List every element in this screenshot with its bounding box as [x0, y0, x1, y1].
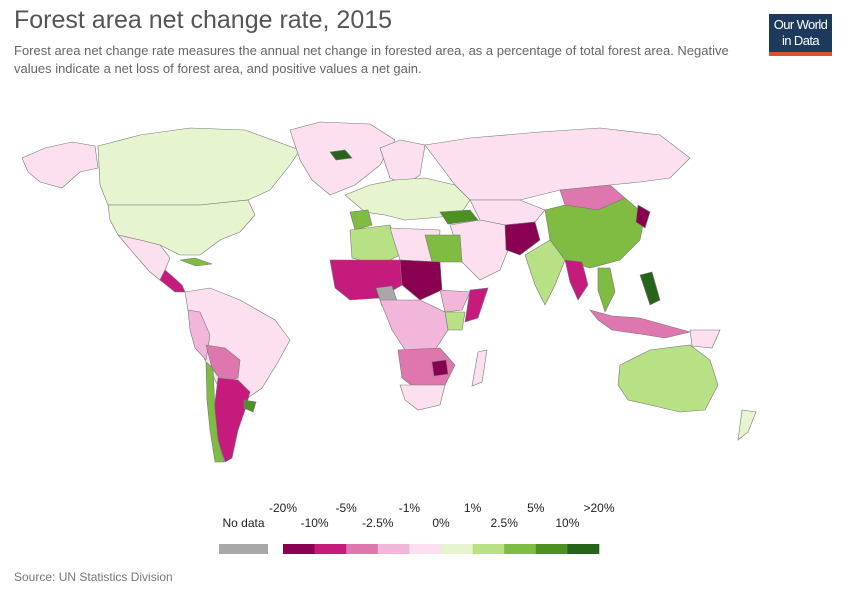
country-indonesia[interactable] — [589, 309, 692, 339]
country-layer — [21, 121, 757, 463]
country-canada[interactable] — [97, 127, 301, 206]
legend-swatch-1 — [314, 544, 347, 554]
country-north-korea[interactable] — [635, 204, 651, 229]
legend-lower-tick: 0% — [432, 516, 450, 530]
logo-line-2: in Data — [782, 33, 820, 48]
country-papua[interactable] — [689, 329, 721, 349]
country-new-zealand[interactable] — [737, 409, 757, 441]
legend-lower-tick: -2.5% — [362, 516, 394, 530]
legend-lower-tick: 2.5% — [491, 516, 519, 530]
logo-line-1: Our World — [773, 17, 828, 32]
country-philippines[interactable] — [639, 271, 661, 306]
country-australia[interactable] — [617, 344, 719, 413]
legend-swatch-2 — [346, 544, 379, 554]
country-alaska[interactable] — [21, 141, 99, 189]
country-somalia[interactable] — [464, 287, 489, 323]
legend-no-data-label: No data — [222, 516, 264, 530]
country-iceland[interactable] — [329, 149, 353, 161]
chart-title: Forest area net change rate, 2015 — [14, 6, 393, 34]
country-scandinavia[interactable] — [379, 139, 426, 186]
legend-swatch-no-data — [219, 544, 268, 554]
country-zimbabwe[interactable] — [431, 359, 449, 377]
country-egypt[interactable] — [424, 234, 463, 263]
legend-swatch-7 — [504, 544, 537, 554]
country-myanmar[interactable] — [564, 259, 589, 301]
legend-lower-tick: -10% — [301, 516, 329, 530]
legend-swatch-5 — [441, 544, 473, 554]
legend-upper-tick: -20% — [269, 501, 297, 515]
legend-swatch-4 — [409, 544, 442, 554]
source-note: Source: UN Statistics Division — [14, 570, 173, 584]
country-cuba[interactable] — [179, 257, 213, 267]
chart-subtitle: Forest area net change rate measures the… — [14, 43, 729, 76]
legend-upper-tick: 1% — [464, 501, 482, 515]
country-kenya[interactable] — [444, 311, 466, 331]
country-madagascar[interactable] — [471, 349, 488, 387]
country-india[interactable] — [524, 239, 566, 306]
legend-lower-tick: 10% — [555, 516, 579, 530]
country-central-america[interactable] — [159, 269, 186, 293]
legend-swatch-3 — [377, 544, 410, 554]
country-ethiopia[interactable] — [439, 289, 471, 313]
country-south-africa[interactable] — [399, 384, 446, 411]
country-chile[interactable] — [205, 361, 225, 463]
country-central-africa[interactable] — [379, 299, 449, 351]
legend-upper-tick: >20% — [583, 501, 614, 515]
country-sudan[interactable] — [399, 259, 443, 301]
color-legend: No data -20% -5% -1% 1% 5% >20% -10% -2.5% 0% 2.5%… — [219, 501, 615, 554]
legend-upper-tick: -5% — [336, 501, 358, 515]
legend-swatch-0 — [283, 544, 315, 554]
legend-swatch-9 — [567, 544, 600, 554]
legend-upper-tick: -1% — [399, 501, 421, 515]
legend-swatch-8 — [535, 544, 568, 554]
legend-swatch-6 — [472, 544, 505, 554]
country-peru[interactable] — [187, 309, 211, 361]
country-spain[interactable] — [349, 209, 373, 231]
country-pakistan[interactable] — [504, 221, 541, 256]
country-europe[interactable] — [344, 177, 471, 221]
country-vietnam[interactable] — [597, 267, 616, 313]
our-world-in-data-logo[interactable]: Our World in Data — [769, 14, 832, 56]
country-russia[interactable] — [424, 127, 691, 201]
legend-upper-tick: 5% — [527, 501, 545, 515]
country-turkey[interactable] — [439, 209, 479, 225]
country-uruguay[interactable] — [243, 399, 257, 413]
